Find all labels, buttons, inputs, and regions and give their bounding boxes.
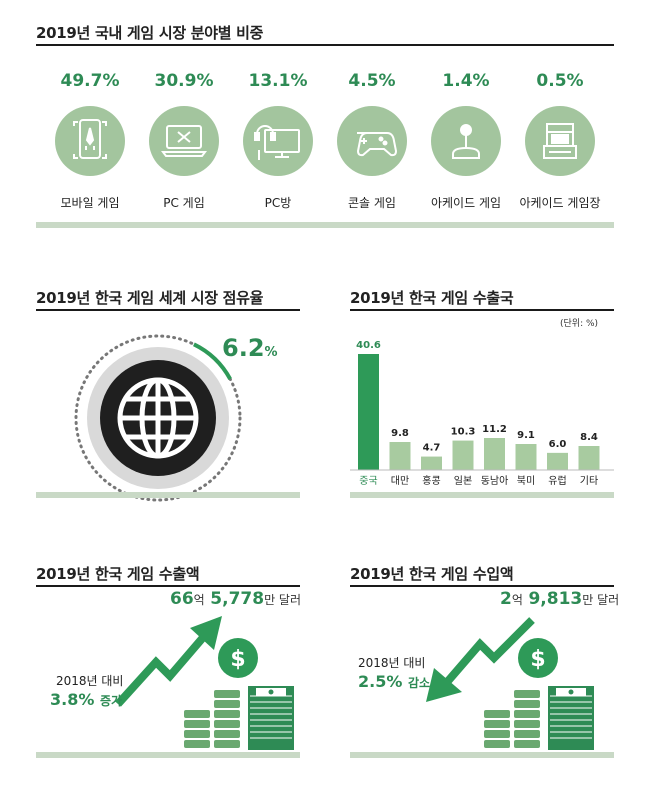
mobile-game-icon <box>55 106 125 176</box>
chart-bar <box>484 438 505 470</box>
import-compare-word: 감소 <box>407 676 431 690</box>
export-arrow-up-icon <box>115 616 222 707</box>
import-arrow-down-icon <box>426 617 535 702</box>
chart-value-label: 4.7 <box>423 443 441 454</box>
chart-category-label: 중국 <box>359 475 377 487</box>
globe-icon <box>117 377 199 459</box>
export-chart-title-rule <box>350 309 614 311</box>
chart-bar <box>452 440 474 470</box>
chart-bar <box>515 444 537 470</box>
domestic-label: 콘솔 게임 <box>348 196 396 210</box>
world-share-bottom-strip <box>36 492 300 498</box>
domestic-pct: 30.9% <box>154 71 214 91</box>
export-chart-title: 2019년 한국 게임 수출국 <box>350 289 514 307</box>
domestic-bottom-strip <box>36 222 614 228</box>
export-compare: 3.8% 증가 <box>50 690 122 709</box>
domestic-pct: 4.5% <box>348 71 396 91</box>
domestic-pct: 0.5% <box>536 71 584 91</box>
arcade-cabinet-icon <box>525 106 595 176</box>
export-chart-unit: (단위: %) <box>560 319 599 329</box>
import-compare-label: 2018년 대비 <box>358 656 426 670</box>
chart-category-label: 기타 <box>580 475 598 487</box>
domestic-pct: 13.1% <box>248 71 308 91</box>
import-amount-unit2: 만 달러 <box>582 593 620 607</box>
export-compare-word: 증가 <box>99 694 123 708</box>
export-amount-unit2: 만 달러 <box>264 593 302 607</box>
chart-category-label: 북미 <box>517 475 535 487</box>
chart-bar <box>578 446 600 470</box>
domestic-label: 아케이드 게임장 <box>519 196 601 210</box>
world-share-title: 2019년 한국 게임 세계 시장 점유율 <box>36 289 264 307</box>
chart-bar <box>358 354 379 470</box>
svg-text:$: $ <box>230 647 245 672</box>
chart-value-label: 40.6 <box>356 340 381 351</box>
pc-cafe-icon <box>243 106 313 176</box>
import-amount-num1: 2 <box>500 589 512 609</box>
chart-bar <box>421 456 442 470</box>
laptop-icon <box>149 106 219 176</box>
money-stack-icon: $ <box>184 638 294 750</box>
import-compare: 2.5% 감소 <box>358 672 430 691</box>
export-compare-label: 2018년 대비 <box>56 674 124 688</box>
chart-value-label: 11.2 <box>482 424 507 435</box>
import-compare-value: 2.5% <box>358 672 403 691</box>
world-share-title-rule <box>36 309 300 311</box>
dotted-ring <box>74 334 242 502</box>
world-share-number: 6.2 <box>222 334 265 362</box>
export-amount-num1: 66 <box>170 589 194 609</box>
export-chart-bottom-strip <box>350 492 614 498</box>
world-share-value: 6.2% <box>222 334 278 362</box>
world-share-graphic <box>74 334 242 502</box>
import-amount-bottom-strip <box>350 752 614 758</box>
domestic-label: PC방 <box>264 196 292 210</box>
chart-value-label: 10.3 <box>451 427 476 438</box>
export-amount-num2: 5,778 <box>210 589 265 609</box>
domestic-pct: 49.7% <box>60 71 120 91</box>
export-amount-bottom-strip <box>36 752 300 758</box>
domestic-title: 2019년 국내 게임 시장 분야별 비중 <box>36 24 264 42</box>
domestic-pct: 1.4% <box>442 71 490 91</box>
export-amount-unit1: 억 <box>193 593 205 607</box>
import-amount-value: 2억 9,813만 달러 <box>500 589 619 609</box>
chart-category-label: 유럽 <box>548 475 566 487</box>
chart-value-label: 6.0 <box>549 439 567 450</box>
money-stack-icon: $ <box>484 638 594 750</box>
chart-value-label: 9.8 <box>391 428 409 439</box>
domestic-label: PC 게임 <box>163 196 205 210</box>
world-share-unit: % <box>264 345 278 360</box>
export-bar-chart: 40.6 중국 9.8 대만 4.7 홍콩 10.3 일본 11.2 동남아 9.1 북미 6.0 유럽 8… <box>350 340 614 487</box>
domestic-title-rule <box>36 44 614 46</box>
gamepad-icon <box>337 106 407 176</box>
export-amount-value: 66억 5,778만 달러 <box>170 589 301 609</box>
chart-value-label: 9.1 <box>517 430 535 441</box>
domestic-label: 아케이드 게임 <box>430 196 502 210</box>
chart-category-label: 동남아 <box>481 475 509 487</box>
chart-bar <box>547 452 568 470</box>
import-amount-num2: 9,813 <box>528 589 583 609</box>
export-amount-title-rule <box>36 585 300 587</box>
chart-category-label: 대만 <box>391 475 409 487</box>
domestic-label: 모바일 게임 <box>60 196 120 210</box>
import-amount-unit1: 억 <box>511 593 523 607</box>
export-compare-value: 3.8% <box>50 690 95 709</box>
chart-category-label: 홍콩 <box>422 474 440 487</box>
chart-bar <box>389 442 411 470</box>
import-amount-title-rule <box>350 585 614 587</box>
chart-category-label: 일본 <box>454 475 472 487</box>
chart-value-label: 8.4 <box>580 432 598 443</box>
export-amount-title: 2019년 한국 게임 수출액 <box>36 565 200 583</box>
share-arc <box>192 342 232 381</box>
joystick-icon <box>431 106 501 176</box>
svg-text:$: $ <box>530 647 545 672</box>
import-amount-title: 2019년 한국 게임 수입액 <box>350 565 514 583</box>
